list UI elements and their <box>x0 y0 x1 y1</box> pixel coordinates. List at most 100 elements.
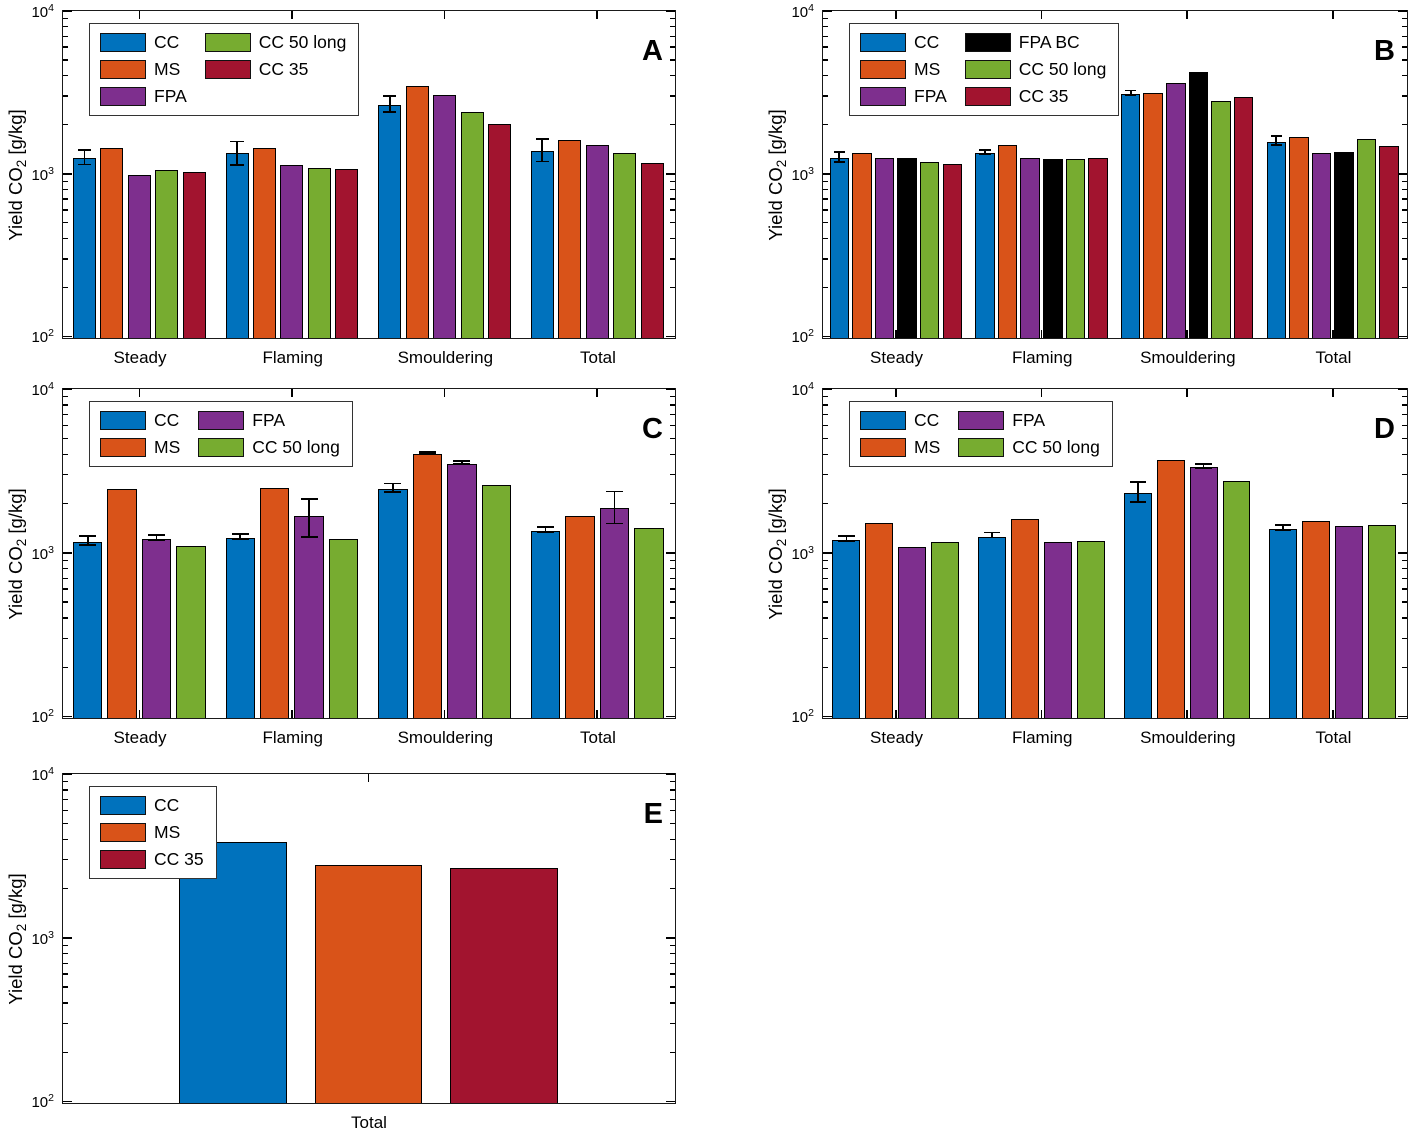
bar-D-Steady-CC 50 long <box>931 542 960 718</box>
y-tick-mark <box>63 502 68 505</box>
legend-color-swatch <box>100 87 146 106</box>
y-tick-mark <box>63 887 68 890</box>
y-tick-mark <box>1402 180 1407 182</box>
y-tick-mark <box>823 222 828 224</box>
error-bar-cap <box>230 140 244 143</box>
x-tick-mark <box>596 389 599 397</box>
y-tick-mark <box>63 1002 68 1004</box>
y-tick-mark <box>670 404 675 406</box>
bar-C-Flaming-MS <box>260 487 290 718</box>
y-tick-mark <box>823 59 828 61</box>
legend-item-FPA: FPA <box>198 410 340 431</box>
y-tick-mark <box>670 124 675 126</box>
y-tick-mark <box>823 502 828 505</box>
legend-item-CC 50 long: CC 50 long <box>958 437 1100 458</box>
y-tick-mark <box>63 75 68 77</box>
x-tick-mark <box>1331 330 1334 338</box>
y-tick-mark <box>670 453 675 455</box>
y-tick-mark <box>63 962 68 964</box>
y-tick-mark <box>1402 617 1407 619</box>
y-tick-mark <box>63 809 68 811</box>
x-tick-mark <box>367 774 370 782</box>
y-tick-label: 102 <box>31 1092 54 1112</box>
x-tick-mark <box>291 710 293 718</box>
error-bar-cap <box>77 163 92 166</box>
y-tick-mark <box>670 559 675 561</box>
error-bar-cap <box>383 95 397 98</box>
y-tick-mark <box>823 75 828 77</box>
bar-B-Total-CC <box>1266 141 1287 338</box>
y-tick-mark <box>823 453 828 455</box>
bar-A-Smouldering-CC <box>378 104 402 338</box>
bar-B-Steady-FPA BC <box>897 157 917 338</box>
y-tick-mark <box>670 437 675 439</box>
y-tick-mark <box>670 188 675 191</box>
x-category-label: Total <box>580 348 616 367</box>
y-tick-mark <box>670 1022 675 1025</box>
bar-B-Steady-FPA <box>874 158 895 338</box>
legend-color-swatch <box>204 60 251 79</box>
legend-label: CC 35 <box>258 59 309 79</box>
y-tick-mark <box>63 95 68 97</box>
legend-color-swatch <box>964 87 1011 106</box>
y-tick-label: 102 <box>31 327 54 347</box>
error-bar <box>845 536 848 541</box>
y-tick-mark <box>1402 601 1407 603</box>
bar-B-Total-FPA <box>1311 152 1332 338</box>
bar-D-Flaming-CC <box>978 536 1007 718</box>
x-tick-mark <box>895 710 897 718</box>
y-tick-mark <box>1402 59 1407 61</box>
x-tick-mark <box>596 11 599 19</box>
error-bar-cap <box>979 149 991 151</box>
x-category-label: Steady <box>870 348 923 367</box>
legend-item-CC 50 long: CC 50 long <box>204 32 346 53</box>
bar-B-Smouldering-FPA <box>1166 82 1186 338</box>
error-bar-cap <box>300 498 318 500</box>
y-tick-mark <box>63 617 68 619</box>
x-category-label: Flaming <box>262 348 323 367</box>
bar-C-Total-CC 50 long <box>634 528 664 718</box>
x-tick-mark <box>1040 389 1043 397</box>
error-bar-cap <box>383 111 397 113</box>
y-tick-mark <box>1402 413 1407 416</box>
error-bar-cap <box>79 535 97 538</box>
y-tick-mark <box>1402 258 1407 260</box>
y-tick-mark <box>670 258 675 260</box>
legend-label: FPA <box>914 86 947 106</box>
bar-B-Flaming-FPA <box>1020 157 1040 338</box>
legend-label: CC 35 <box>1018 86 1069 106</box>
bar-D-Steady-CC <box>832 540 861 718</box>
error-bar <box>388 96 391 112</box>
legend-color-swatch <box>100 796 146 815</box>
legend-item-CC 35: CC 35 <box>204 59 347 80</box>
bar-D-Total-FPA <box>1335 526 1364 718</box>
y-tick-mark <box>63 424 68 426</box>
bar-B-Smouldering-CC 50 long <box>1211 100 1231 338</box>
legend-label: MS <box>154 437 181 457</box>
y-tick-mark <box>1402 404 1407 406</box>
y-axis-label: Yield CO2 [g/kg] <box>5 108 29 241</box>
legend-label: FPA <box>154 86 187 106</box>
bar-A-Smouldering-CC 35 <box>488 124 512 338</box>
x-category-label: Smouldering <box>397 728 494 747</box>
legend-color-swatch <box>860 87 906 106</box>
y-tick-mark <box>823 46 828 48</box>
y-tick-mark <box>1402 559 1407 561</box>
y-tick-mark <box>670 75 675 77</box>
y-tick-mark <box>63 404 68 406</box>
bar-B-Total-CC 50 long <box>1356 138 1377 338</box>
y-tick-mark <box>666 335 675 338</box>
bar-C-Steady-FPA <box>141 538 172 718</box>
bar-A-Total-CC <box>530 150 554 338</box>
error-bar <box>239 534 242 539</box>
y-tick-mark <box>670 222 675 224</box>
error-bar-cap <box>1275 528 1292 531</box>
x-tick-mark <box>1040 710 1043 718</box>
legend-item-CC: CC <box>100 410 180 431</box>
y-tick-mark <box>1402 26 1407 28</box>
legend-item-CC 35: CC 35 <box>964 86 1107 107</box>
legend-label: CC <box>154 795 180 815</box>
y-tick-mark <box>823 198 828 200</box>
legend-label: CC 35 <box>154 849 204 869</box>
legend-item-CC: CC <box>860 410 940 431</box>
